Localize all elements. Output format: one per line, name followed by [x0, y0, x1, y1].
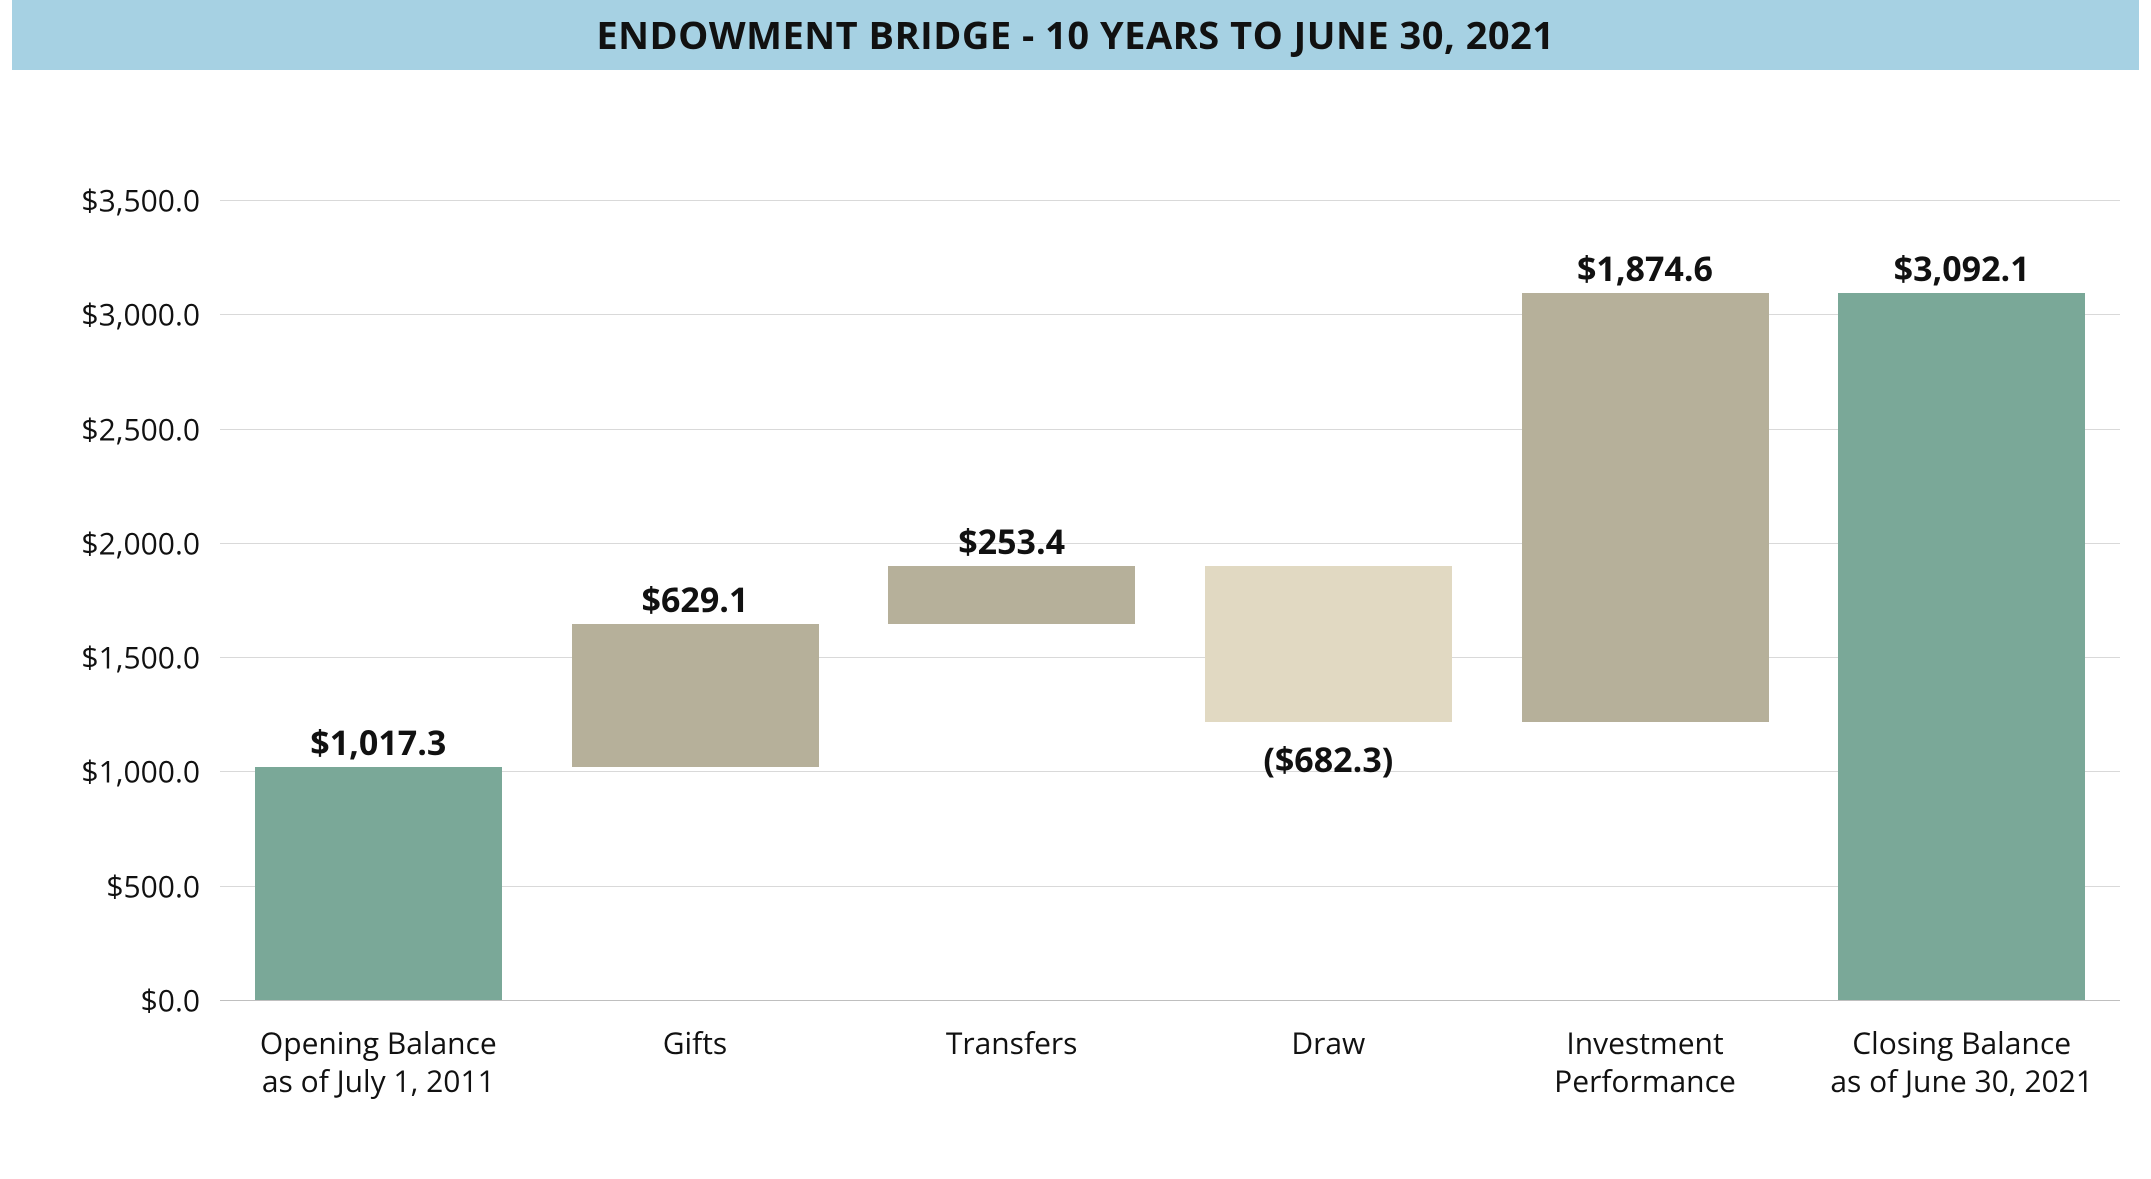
value-label-closing: $3,092.1 — [1803, 245, 2120, 291]
bar-transfers — [888, 566, 1135, 624]
bar-gifts — [572, 624, 819, 768]
y-tick-label: $3,000.0 — [20, 294, 200, 335]
gridline — [220, 429, 2120, 430]
x-label-line: Investment — [1487, 1024, 1804, 1062]
gridline — [220, 543, 2120, 544]
x-label-line: Gifts — [537, 1024, 854, 1062]
value-label-opening: $1,017.3 — [220, 719, 537, 765]
y-tick-label: $1,000.0 — [20, 751, 200, 792]
bar-opening — [255, 767, 502, 1000]
x-label-line: as of July 1, 2011 — [220, 1062, 537, 1100]
chart-title-bar: ENDOWMENT BRIDGE - 10 YEARS TO JUNE 30, … — [12, 0, 2139, 70]
gridline — [220, 200, 2120, 201]
bar-closing — [1838, 293, 2085, 1000]
value-label-gifts: $629.1 — [537, 576, 854, 622]
x-label-draw: Draw — [1170, 1024, 1487, 1062]
value-label-draw: ($682.3) — [1170, 736, 1487, 782]
chart-title: ENDOWMENT BRIDGE - 10 YEARS TO JUNE 30, … — [596, 9, 1554, 61]
x-label-line: Closing Balance — [1803, 1024, 2120, 1062]
x-label-line: Performance — [1487, 1062, 1804, 1100]
gridline — [220, 657, 2120, 658]
y-tick-label: $1,500.0 — [20, 637, 200, 678]
plot-area: $0.0$500.0$1,000.0$1,500.0$2,000.0$2,500… — [220, 200, 2120, 1000]
y-tick-label: $2,500.0 — [20, 408, 200, 449]
y-tick-label: $3,500.0 — [20, 180, 200, 221]
x-label-opening: Opening Balanceas of July 1, 2011 — [220, 1024, 537, 1099]
x-label-line: as of June 30, 2021 — [1803, 1062, 2120, 1100]
value-label-transfers: $253.4 — [853, 518, 1170, 564]
x-label-line: Opening Balance — [220, 1024, 537, 1062]
x-label-line: Draw — [1170, 1024, 1487, 1062]
chart-root: ENDOWMENT BRIDGE - 10 YEARS TO JUNE 30, … — [0, 0, 2151, 1179]
gridline — [220, 1000, 2120, 1001]
x-label-investment: InvestmentPerformance — [1487, 1024, 1804, 1099]
y-tick-label: $0.0 — [20, 980, 200, 1021]
y-tick-label: $500.0 — [20, 865, 200, 906]
value-label-investment: $1,874.6 — [1487, 245, 1804, 291]
x-label-transfers: Transfers — [853, 1024, 1170, 1062]
x-label-gifts: Gifts — [537, 1024, 854, 1062]
gridline — [220, 886, 2120, 887]
bar-investment — [1522, 293, 1769, 721]
y-tick-label: $2,000.0 — [20, 522, 200, 563]
x-label-line: Transfers — [853, 1024, 1170, 1062]
gridline — [220, 314, 2120, 315]
x-label-closing: Closing Balanceas of June 30, 2021 — [1803, 1024, 2120, 1099]
bar-draw — [1205, 566, 1452, 722]
